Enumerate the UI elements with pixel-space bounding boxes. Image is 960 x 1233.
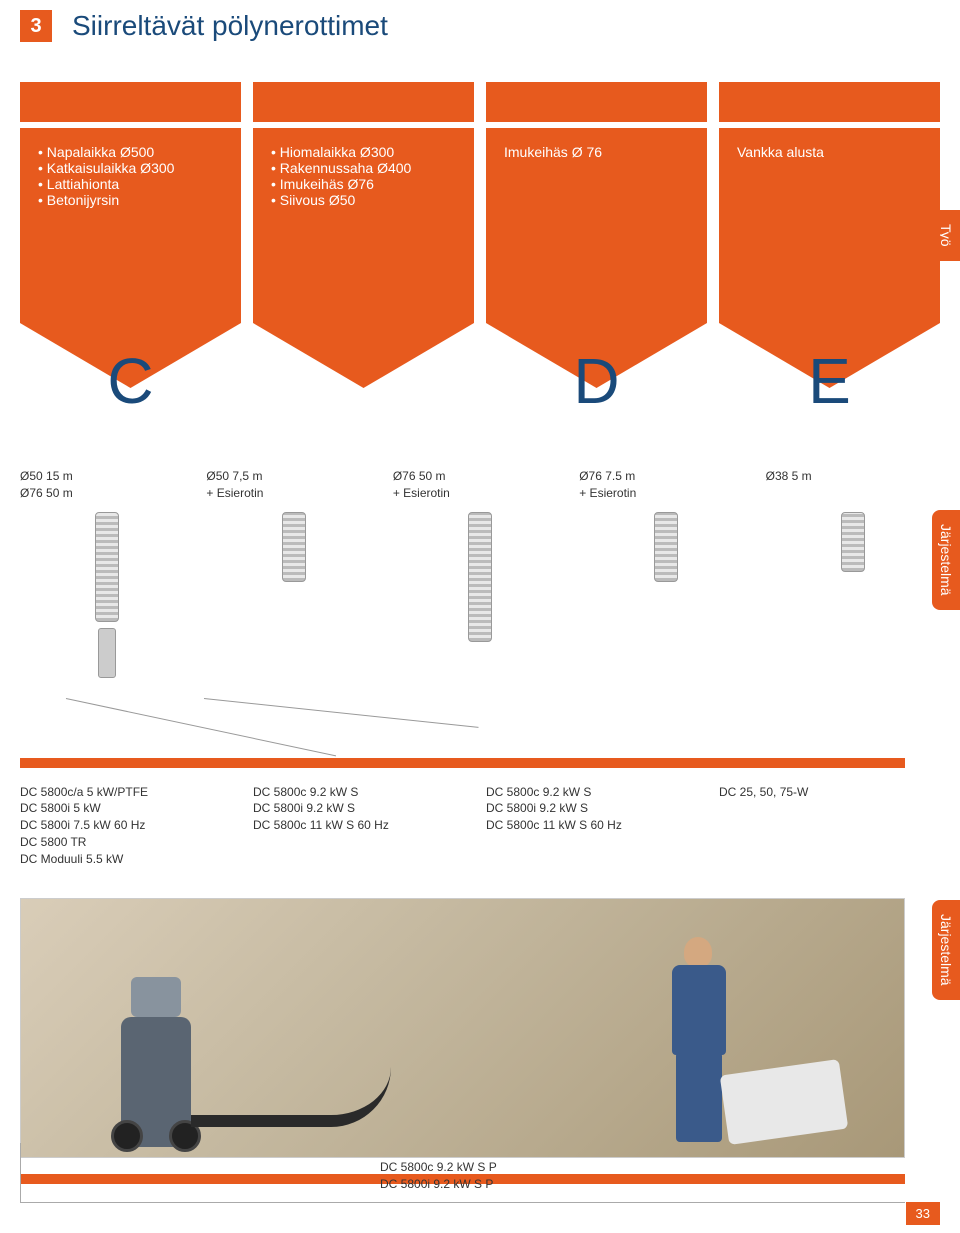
person-body: [672, 965, 726, 1055]
footer-labels: DC 5800c 9.2 kW S P DC 5800i 9.2 kW S P: [380, 1159, 497, 1193]
person-legs: [676, 1052, 722, 1142]
category-d: Imukeihäs Ø 76 D: [486, 82, 707, 388]
model-line: DC 5800c 11 kW S 60 Hz: [486, 817, 707, 834]
machine-motor: [131, 977, 181, 1017]
model-line: DC 25, 50, 75-W: [719, 784, 940, 801]
model-line: DC 5800i 7.5 kW 60 Hz: [20, 817, 241, 834]
models-row: DC 5800c/a 5 kW/PTFE DC 5800i 5 kW DC 58…: [0, 768, 960, 878]
spring-icon: [95, 512, 119, 622]
category-shapes-row: Napalaikka Ø500 Katkaisulaikka Ø300 Latt…: [0, 52, 960, 388]
list-item: Rakennussaha Ø400: [271, 160, 456, 176]
list-item: Siivous Ø50: [271, 192, 456, 208]
category-e: Vankka alusta E: [719, 82, 940, 388]
list-item: Hiomalaikka Ø300: [271, 144, 456, 160]
side-tab-jarjestelma-2: Järjestelmä: [932, 900, 960, 1000]
spring-col: [20, 512, 194, 678]
model-line: DC 5800i 9.2 kW S: [253, 800, 474, 817]
spec-line: Ø76 50 m: [393, 468, 567, 485]
person-head: [684, 937, 712, 967]
spring-col: [206, 512, 380, 678]
spec-line: Ø76 7.5 m: [579, 468, 753, 485]
shape-top-bar: [719, 82, 940, 122]
footer-line: DC 5800i 9.2 kW S P: [380, 1176, 497, 1193]
spec-line: Ø76 50 m: [20, 485, 194, 502]
model-col: DC 5800c 9.2 kW S DC 5800i 9.2 kW S DC 5…: [253, 784, 474, 868]
model-line: DC 5800i 5 kW: [20, 800, 241, 817]
spring-col: [766, 512, 940, 678]
spec-col: Ø76 7.5 m + Esierotin: [579, 468, 753, 502]
spring-icon: [654, 512, 678, 582]
machine-illustration: [81, 947, 261, 1147]
header: 3 Siirreltävät pölynerottimet: [0, 0, 960, 52]
list-item: Imukeihäs Ø76: [271, 176, 456, 192]
category-c: Napalaikka Ø500 Katkaisulaikka Ø300 Latt…: [20, 82, 241, 388]
list-item: Napalaikka Ø500: [38, 144, 223, 160]
category-letter: C: [107, 344, 153, 418]
spec-line: + Esierotin: [206, 485, 380, 502]
model-col: DC 25, 50, 75-W: [719, 784, 940, 868]
spring-row: [0, 512, 960, 698]
header-number-badge: 3: [20, 10, 52, 42]
spec-line: Ø50 7,5 m: [206, 468, 380, 485]
category-c2: Hiomalaikka Ø300 Rakennussaha Ø400 Imuke…: [253, 82, 474, 388]
spring-col: [393, 512, 567, 678]
list-item: Lattiahionta: [38, 176, 223, 192]
model-line: DC 5800c 9.2 kW S: [486, 784, 707, 801]
pentagon-c2: Hiomalaikka Ø300 Rakennussaha Ø400 Imuke…: [253, 128, 474, 388]
model-col: DC 5800c/a 5 kW/PTFE DC 5800i 5 kW DC 58…: [20, 784, 241, 868]
tube-icon: [98, 628, 116, 678]
divider-bar: [20, 758, 905, 768]
model-line: DC Moduuli 5.5 kW: [20, 851, 241, 868]
list-item: Katkaisulaikka Ø300: [38, 160, 223, 176]
footer-line: DC 5800c 9.2 kW S P: [380, 1159, 497, 1176]
hose-icon: [191, 1067, 391, 1127]
spec-col: Ø50 15 m Ø76 50 m: [20, 468, 194, 502]
spec-line: + Esierotin: [393, 485, 567, 502]
list-item: Betonijyrsin: [38, 192, 223, 208]
spring-icon: [282, 512, 306, 582]
spec-col: Ø38 5 m: [766, 468, 940, 502]
page: 3 Siirreltävät pölynerottimet Työ 3 Järj…: [0, 0, 960, 1233]
spring-col: [579, 512, 753, 678]
page-number: 33: [906, 1202, 940, 1225]
model-line: DC 5800i 9.2 kW S: [486, 800, 707, 817]
model-line: DC 5800 TR: [20, 834, 241, 851]
pentagon-text: Vankka alusta: [737, 144, 824, 160]
spec-line: Ø50 15 m: [20, 468, 194, 485]
model-col: DC 5800c 9.2 kW S DC 5800i 9.2 kW S DC 5…: [486, 784, 707, 868]
pentagon-text: Imukeihäs Ø 76: [504, 144, 602, 160]
model-line: DC 5800c 11 kW S 60 Hz: [253, 817, 474, 834]
spec-col: Ø50 7,5 m + Esierotin: [206, 468, 380, 502]
spec-line: Ø38 5 m: [766, 468, 940, 485]
page-title: Siirreltävät pölynerottimet: [72, 10, 388, 42]
shape-top-bar: [486, 82, 707, 122]
model-line: DC 5800c/a 5 kW/PTFE: [20, 784, 241, 801]
spec-col: Ø76 50 m + Esierotin: [393, 468, 567, 502]
category-letter: E: [808, 344, 851, 418]
spring-icon: [468, 512, 492, 642]
shape-top-bar: [20, 82, 241, 122]
spec-line: + Esierotin: [579, 485, 753, 502]
connector-lines: [20, 698, 940, 758]
side-tab-jarjestelma-1: Järjestelmä: [932, 510, 960, 610]
spring-icon: [841, 512, 865, 572]
model-line: DC 5800c 9.2 kW S: [253, 784, 474, 801]
product-photo: [20, 898, 905, 1158]
shape-top-bar: [253, 82, 474, 122]
category-letter: D: [573, 344, 619, 418]
